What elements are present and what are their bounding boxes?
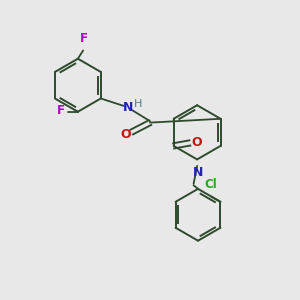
Text: F: F (57, 104, 65, 117)
Text: N: N (193, 166, 203, 179)
Text: N: N (123, 101, 133, 114)
Text: O: O (191, 136, 202, 149)
Text: F: F (80, 32, 88, 45)
Text: H: H (134, 99, 142, 109)
Text: O: O (120, 128, 130, 141)
Text: Cl: Cl (204, 178, 217, 190)
